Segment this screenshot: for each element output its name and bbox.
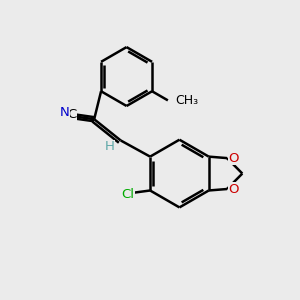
Text: O: O	[228, 152, 239, 165]
Text: N: N	[59, 106, 69, 119]
Text: C: C	[68, 108, 77, 121]
Text: CH₃: CH₃	[175, 94, 198, 107]
Text: Cl: Cl	[121, 188, 134, 200]
Text: H: H	[104, 140, 114, 153]
Text: O: O	[228, 182, 239, 196]
